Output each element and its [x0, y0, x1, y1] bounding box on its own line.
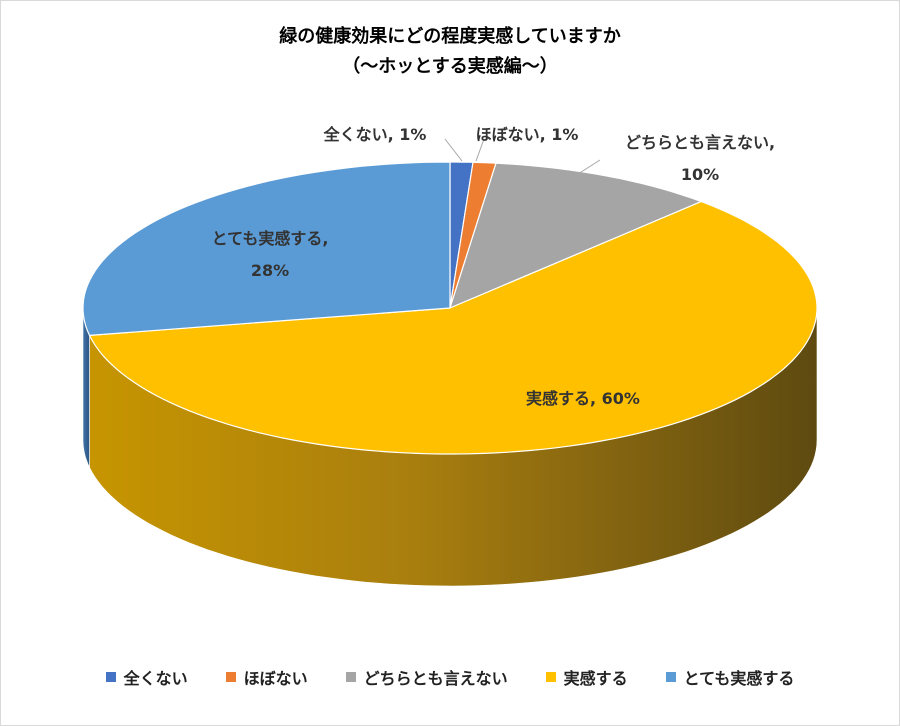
legend-swatch: [345, 672, 356, 682]
legend-item-全くない: 全くない: [105, 665, 188, 689]
legend-swatch: [545, 672, 556, 682]
legend-label: どちらとも言えない: [363, 669, 508, 688]
pie-data-labels: 全くない, 1% ほぼない, 1% どちらとも言えない, 10% 実感する, 60% とて…: [212, 125, 775, 408]
legend-label: とても実感する: [683, 669, 795, 688]
chart-subtitle: （～ホッとする実感編～）: [342, 56, 558, 77]
legend-swatch: [665, 672, 676, 682]
leader-line-全くない: [444, 138, 463, 162]
pie-slice-実感する: [88, 201, 818, 455]
data-label-ほぼない: ほぼない, 1%: [476, 125, 579, 144]
legend-swatch: [105, 672, 116, 682]
legend: 全くない ほぼない どちらとも言えない 実感する とても実感する: [0, 665, 900, 689]
pie-slices: [82, 161, 818, 455]
chart-title: 緑の健康効果にどの程度実感していますか: [279, 26, 621, 47]
data-label-全くない: 全くない, 1%: [323, 125, 427, 144]
leader-line-どちらとも言えない: [577, 159, 601, 175]
legend-label: ほぼない: [243, 669, 308, 688]
legend-label: 実感する: [563, 669, 628, 688]
legend-item-とても実感する: とても実感する: [665, 665, 795, 689]
data-label-とても実感する: とても実感する, 28%: [212, 229, 329, 280]
legend-swatch: [225, 672, 236, 682]
data-label-どちらとも言えない: どちらとも言えない, 10%: [625, 133, 775, 184]
legend-item-どちらとも言えない: どちらとも言えない: [345, 665, 508, 689]
legend-item-実感する: 実感する: [545, 665, 628, 689]
legend-label: 全くない: [123, 669, 188, 688]
pie-leader-lines: [444, 138, 601, 175]
data-label-実感する: 実感する, 60%: [526, 389, 640, 408]
leader-line-ほぼない: [475, 138, 485, 162]
pie-slice-どちらとも言えない: [449, 162, 702, 309]
legend-item-ほぼない: ほぼない: [225, 665, 308, 689]
pie-slice-とても実感する: [82, 161, 451, 336]
